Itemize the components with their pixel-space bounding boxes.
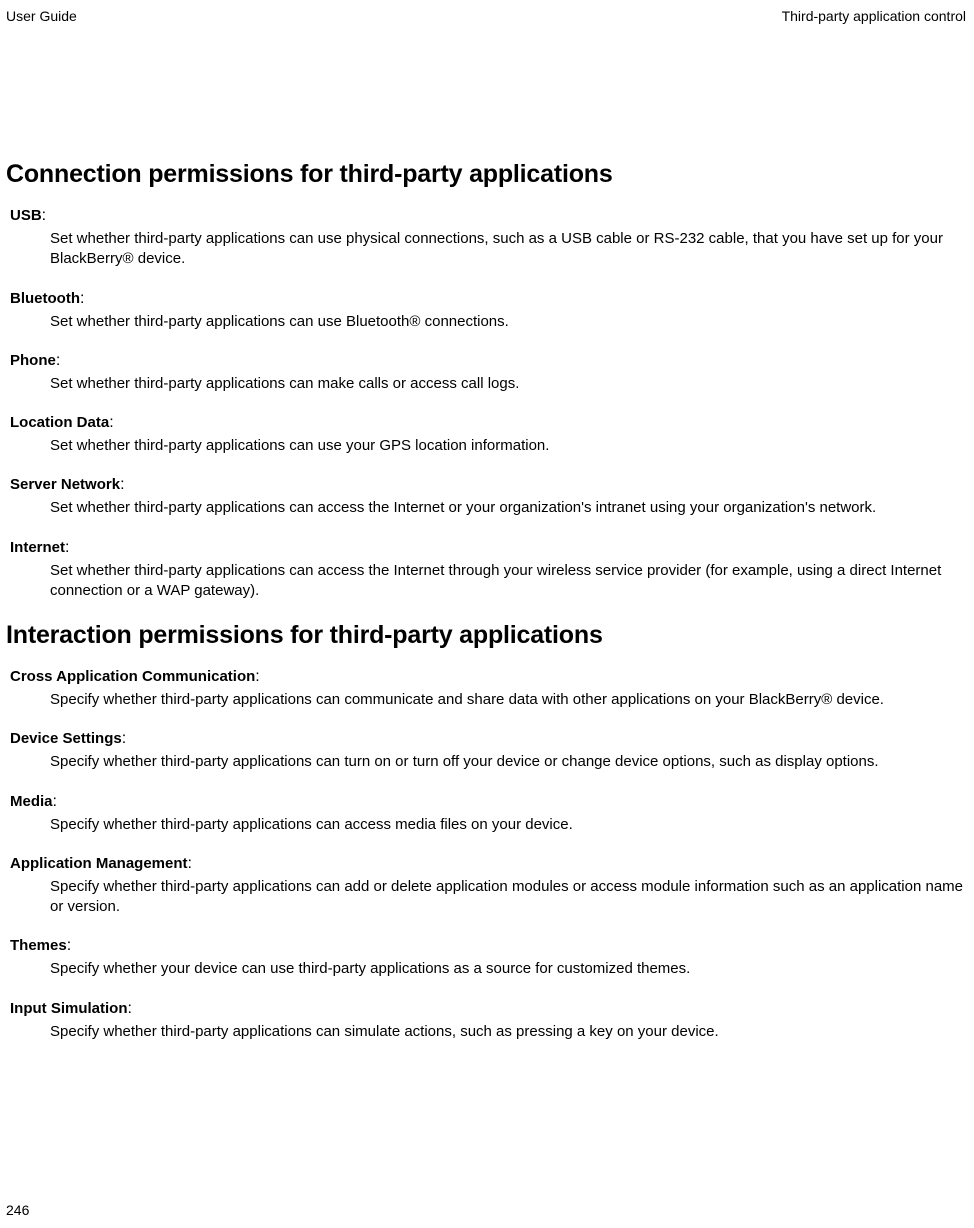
term-colon: :: [42, 207, 46, 224]
definition-item: Phone: Set whether third-party applicatio…: [10, 352, 968, 394]
header-right: Third-party application control: [782, 8, 966, 24]
definition-description: Specify whether third-party applications…: [50, 815, 968, 835]
definition-description: Specify whether third-party applications…: [50, 690, 968, 710]
definition-term-line: Cross Application Communication:: [10, 668, 968, 686]
definition-item: Application Management: Specify whether t…: [10, 855, 968, 918]
definition-item: Cross Application Communication: Specify …: [10, 668, 968, 710]
definition-term-line: Bluetooth:: [10, 290, 968, 308]
term-colon: :: [109, 414, 113, 431]
definition-item: Device Settings: Specify whether third-pa…: [10, 730, 968, 772]
definition-item: Themes: Specify whether your device can u…: [10, 937, 968, 979]
definition-item: Media: Specify whether third-party applic…: [10, 793, 968, 835]
header-left: User Guide: [6, 8, 77, 24]
definition-list: USB:Set whether third-party applications…: [6, 207, 968, 601]
definition-term: Media: [10, 793, 53, 810]
definition-item: Location Data: Set whether third-party ap…: [10, 414, 968, 456]
page-header: User Guide Third-party application contr…: [6, 8, 968, 24]
sections-container: Connection permissions for third-party a…: [6, 160, 968, 1042]
definition-term-line: USB:: [10, 207, 968, 225]
term-colon: :: [120, 476, 124, 493]
definition-term-line: Application Management:: [10, 855, 968, 873]
definition-term-line: Location Data:: [10, 414, 968, 432]
definition-term: Input Simulation: [10, 1000, 128, 1017]
definition-item: Input Simulation: Specify whether third-p…: [10, 1000, 968, 1042]
definition-description: Set whether third-party applications can…: [50, 561, 968, 602]
term-colon: :: [122, 730, 126, 747]
definition-term: Themes: [10, 937, 67, 954]
term-colon: :: [128, 1000, 132, 1017]
section-title: Interaction permissions for third-party …: [6, 621, 968, 650]
definition-description: Set whether third-party applications can…: [50, 436, 968, 456]
definition-term: Server Network: [10, 476, 120, 493]
term-colon: :: [53, 793, 57, 810]
definition-term-line: Media:: [10, 793, 968, 811]
definition-term-line: Device Settings:: [10, 730, 968, 748]
definition-term-line: Internet:: [10, 539, 968, 557]
definition-description: Set whether third-party applications can…: [50, 312, 968, 332]
definition-term: Internet: [10, 539, 65, 556]
term-colon: :: [188, 855, 192, 872]
top-spacer: [6, 24, 968, 144]
definition-term-line: Themes:: [10, 937, 968, 955]
definition-item: USB:Set whether third-party applications…: [10, 207, 968, 270]
section-title: Connection permissions for third-party a…: [6, 160, 968, 189]
definition-description: Specify whether third-party applications…: [50, 752, 968, 772]
definition-term: Application Management: [10, 855, 188, 872]
definition-description: Specify whether third-party applications…: [50, 1022, 968, 1042]
term-colon: :: [56, 352, 60, 369]
page-number: 246: [6, 1202, 29, 1218]
definition-term: USB: [10, 207, 42, 224]
definition-description: Set whether third-party applications can…: [50, 374, 968, 394]
term-colon: :: [80, 290, 84, 307]
definition-term-line: Input Simulation:: [10, 1000, 968, 1018]
term-colon: :: [67, 937, 71, 954]
definition-term: Location Data: [10, 414, 109, 431]
definition-item: Server Network: Set whether third-party a…: [10, 476, 968, 518]
definition-term: Phone: [10, 352, 56, 369]
document-page: User Guide Third-party application contr…: [0, 0, 974, 1228]
term-colon: :: [65, 539, 69, 556]
definition-term-line: Phone:: [10, 352, 968, 370]
definition-term: Bluetooth: [10, 290, 80, 307]
definition-item: Internet: Set whether third-party applica…: [10, 539, 968, 602]
definition-description: Set whether third-party applications can…: [50, 498, 968, 518]
term-colon: :: [255, 668, 259, 685]
definition-term: Device Settings: [10, 730, 122, 747]
definition-list: Cross Application Communication: Specify …: [6, 668, 968, 1042]
definition-description: Set whether third-party applications can…: [50, 229, 968, 270]
definition-description: Specify whether your device can use thir…: [50, 959, 968, 979]
definition-term: Cross Application Communication: [10, 668, 255, 685]
definition-term-line: Server Network:: [10, 476, 968, 494]
definition-description: Specify whether third-party applications…: [50, 877, 968, 918]
definition-item: Bluetooth: Set whether third-party applic…: [10, 290, 968, 332]
